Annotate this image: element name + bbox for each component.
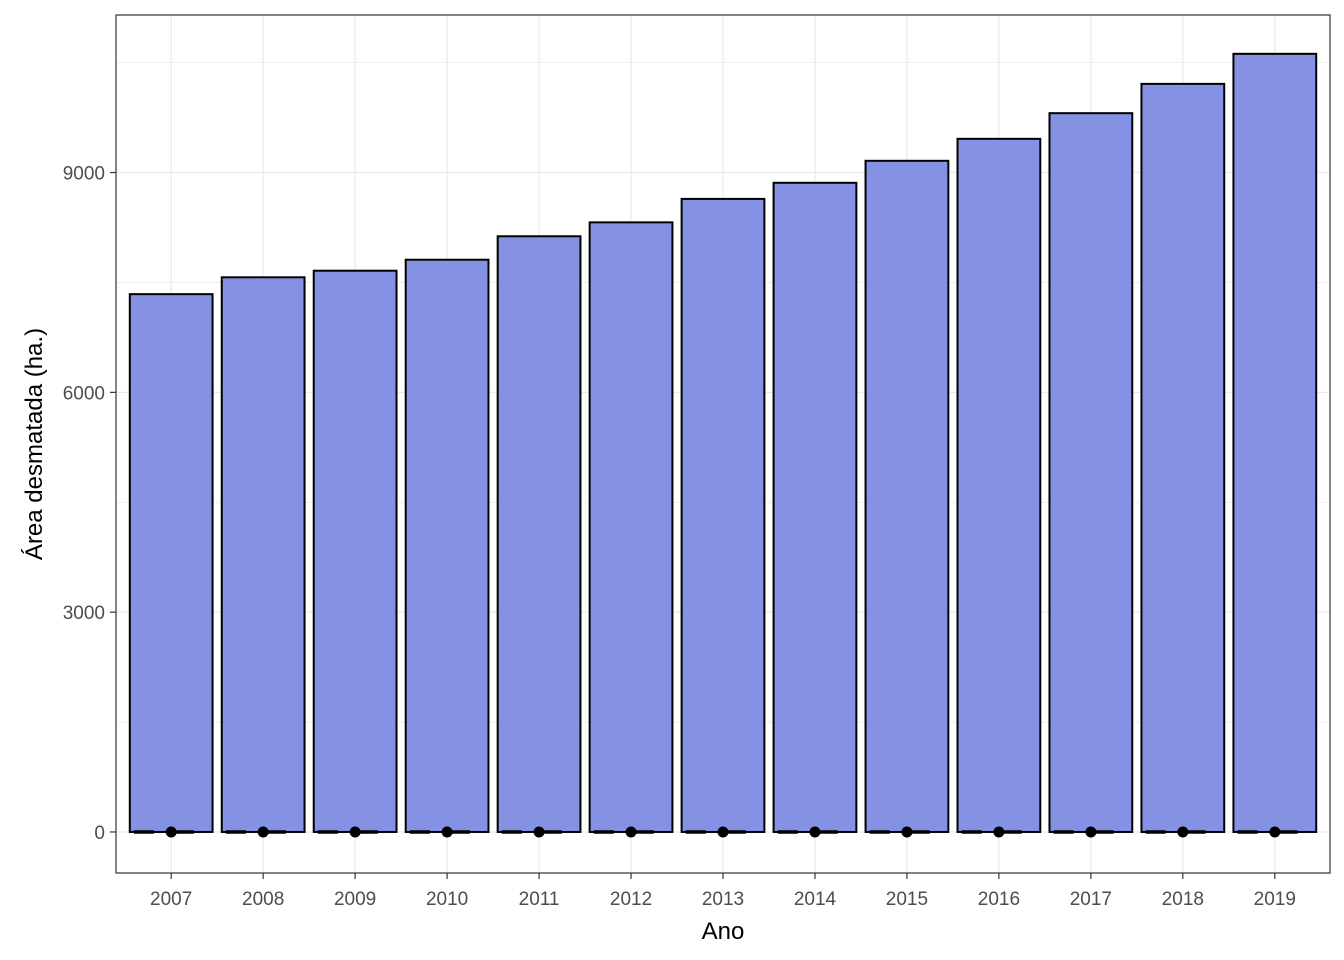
data-point [165, 826, 177, 838]
data-point [1177, 826, 1189, 838]
x-tick-label: 2015 [886, 889, 928, 910]
bar-2008 [220, 276, 306, 833]
x-tick-label: 2008 [242, 889, 284, 910]
x-tick-label: 2011 [519, 889, 560, 910]
bar-2010 [404, 258, 490, 833]
y-tick-label: 0 [94, 823, 105, 844]
bar-2007 [128, 293, 214, 833]
data-point [349, 826, 361, 838]
y-axis-title: Área desmatada (ha.) [21, 328, 48, 560]
x-tick-label: 2013 [702, 889, 744, 910]
bar-2019 [1232, 52, 1318, 833]
bar-2018 [1140, 82, 1226, 833]
x-tick-label: 2007 [150, 889, 192, 910]
data-point [441, 826, 453, 838]
bar-2013 [680, 197, 766, 833]
data-point [1269, 826, 1281, 838]
x-tick-label: 2019 [1254, 889, 1296, 910]
x-axis-title: Ano [702, 918, 745, 945]
points [133, 826, 1313, 838]
x-tick-label: 2010 [426, 889, 468, 910]
bar-2011 [496, 235, 582, 833]
data-point [257, 826, 269, 838]
data-point [993, 826, 1005, 838]
data-point [1085, 826, 1097, 838]
bar-2017 [1048, 112, 1134, 833]
data-point [717, 826, 729, 838]
bar-2012 [588, 221, 674, 833]
x-tick-label: 2009 [334, 889, 376, 910]
x-tick-label: 2018 [1162, 889, 1204, 910]
bar-2009 [312, 269, 398, 833]
bars [128, 52, 1318, 833]
x-tick-label: 2012 [610, 889, 652, 910]
data-point [533, 826, 545, 838]
y-tick-label: 3000 [63, 603, 105, 624]
y-tick-label: 9000 [63, 164, 105, 185]
data-point [625, 826, 637, 838]
x-tick-label: 2014 [794, 889, 837, 910]
axes: 0 3000 6000 9000 2007 2008 2009 2010 2011 2012 201… [63, 164, 1296, 910]
x-tick-label: 2016 [978, 889, 1020, 910]
x-tick-label: 2017 [1070, 889, 1112, 910]
bar-2015 [864, 159, 950, 833]
y-tick-label: 6000 [63, 383, 105, 404]
bar-2014 [772, 181, 858, 833]
data-point [901, 826, 913, 838]
data-point [809, 826, 821, 838]
bar-2016 [956, 137, 1042, 833]
